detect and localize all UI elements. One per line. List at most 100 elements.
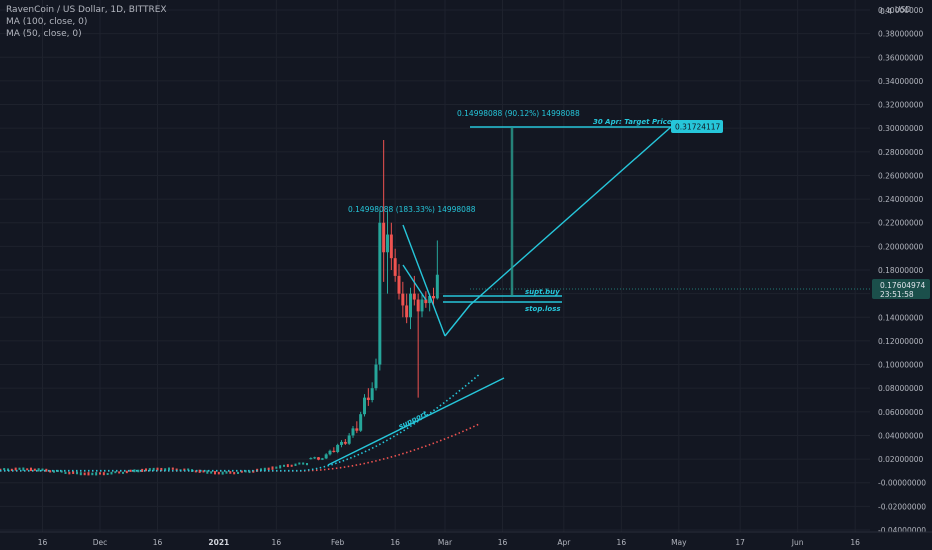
candle-body	[420, 299, 424, 312]
candles	[309, 140, 439, 461]
last-price-value: 0.17604974	[880, 281, 926, 290]
candle-body	[412, 293, 416, 300]
price-tick-label: 0.20000000	[878, 242, 924, 251]
price-tick-label: 0.04000000	[878, 431, 924, 440]
candle-body	[332, 450, 336, 452]
candle	[56, 469, 59, 473]
candle	[168, 467, 170, 471]
price-tick-label: 0.34000000	[878, 77, 924, 86]
drawings: 0.14998088 (183.33%) 14998088 0.14998088 …	[327, 109, 723, 466]
candle-body	[382, 222, 386, 253]
candle	[114, 471, 117, 474]
candle-body	[336, 444, 340, 452]
candle	[306, 463, 308, 466]
candle	[171, 467, 174, 470]
candle	[53, 470, 55, 473]
candle	[202, 470, 205, 473]
candle	[148, 468, 151, 472]
price-tick-label: 0.30000000	[878, 124, 924, 133]
candle-body	[359, 414, 363, 431]
candle-body	[363, 397, 366, 415]
price-tick-label: 0.08000000	[878, 384, 924, 393]
candle	[22, 467, 25, 471]
candle	[141, 468, 144, 472]
candle-body	[405, 305, 409, 318]
candle	[187, 468, 190, 471]
time-tick-label: Feb	[331, 538, 345, 547]
candle	[183, 468, 186, 471]
candle	[290, 464, 293, 467]
time-tick-label: Dec	[93, 538, 108, 547]
moving-averages	[0, 373, 481, 472]
target-label: 30 Apr: Target Price	[593, 118, 672, 126]
candle	[14, 467, 17, 471]
candle	[41, 468, 44, 471]
candle	[248, 470, 251, 474]
candle	[37, 468, 40, 472]
price-tick-label: 0.28000000	[878, 148, 924, 157]
candle	[45, 468, 48, 472]
candle-body	[355, 428, 359, 431]
candle	[72, 471, 75, 474]
time-tick-label: Apr	[557, 538, 571, 547]
ma50-line	[0, 373, 481, 472]
candle-body	[313, 457, 317, 459]
candle	[237, 471, 239, 474]
candle	[298, 462, 301, 465]
time-tick-label: Mar	[438, 538, 453, 547]
candle	[206, 470, 209, 474]
candle	[267, 467, 270, 471]
price-axis[interactable]: 0.40.40000000 0.38000000 0.36000000 0.34000…	[870, 0, 932, 535]
support-line	[327, 377, 505, 466]
target-value: 0.31724117	[675, 123, 721, 132]
countdown-value: 23:51:58	[880, 290, 914, 299]
candle	[225, 471, 228, 474]
candle-body	[397, 275, 401, 294]
candle	[122, 471, 124, 474]
last-price-badge	[872, 279, 930, 299]
ma50-label: MA (50, close, 0)	[6, 29, 82, 39]
price-tick-label: 0.18000000	[878, 266, 924, 275]
projection-line	[469, 126, 672, 306]
candle	[156, 467, 159, 471]
candle	[83, 472, 86, 476]
time-tick-label: 16	[850, 538, 860, 547]
candle	[221, 471, 224, 475]
candle-body	[309, 458, 313, 460]
candle	[10, 468, 13, 471]
candle	[233, 472, 236, 475]
candle-body	[374, 364, 378, 389]
candle	[30, 467, 32, 472]
candle-body	[401, 293, 405, 306]
candle	[283, 464, 285, 467]
price-tick-label: 0.02000000	[878, 455, 924, 464]
price-tick-label: 0.32000000	[878, 101, 924, 110]
price-tick-label: 0.10000000	[878, 361, 924, 370]
candle-body	[347, 435, 351, 444]
candle	[271, 466, 274, 470]
candle	[68, 471, 71, 475]
candle	[129, 469, 132, 472]
flag-line-upper	[402, 224, 446, 337]
candle	[99, 472, 101, 475]
price-tick-label: 0.38000000	[878, 30, 924, 39]
candle-body	[409, 293, 412, 318]
candle	[49, 470, 52, 473]
chart-legend: RavenCoin / US Dollar, 1D, BITTREX MA (1…	[6, 4, 167, 40]
time-tick-label: 16	[390, 538, 400, 547]
candle	[194, 470, 197, 473]
candle	[18, 467, 21, 470]
price-tick-label: 0.12000000	[878, 337, 924, 346]
candle	[240, 470, 243, 473]
candle	[160, 467, 163, 471]
candle	[125, 470, 128, 474]
time-axis[interactable]: 16 Dec 16 2021 16 Feb 16 Mar 16 Apr 16 May 17 Jun 16	[0, 531, 932, 550]
candle	[152, 467, 155, 471]
time-tick-label: 16	[498, 538, 508, 547]
time-tick-label: Jun	[791, 538, 804, 547]
candle	[294, 463, 297, 466]
candle	[210, 471, 213, 474]
time-tick-label: May	[671, 538, 687, 547]
